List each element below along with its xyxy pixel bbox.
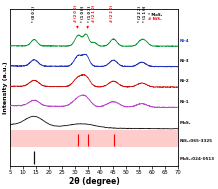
Text: # (2 1 0): # (2 1 0) xyxy=(92,4,96,22)
X-axis label: 2θ (degree): 2θ (degree) xyxy=(69,177,119,186)
Text: MoS₂:024-0513: MoS₂:024-0513 xyxy=(179,157,215,161)
Text: # NiS₂: # NiS₂ xyxy=(148,17,162,21)
Bar xyxy=(10,130,178,147)
Text: * (1 0 0): * (1 0 0) xyxy=(81,5,85,22)
Text: MoS₂: MoS₂ xyxy=(179,121,191,125)
Text: * (2 2 2): * (2 2 2) xyxy=(138,5,142,22)
Text: NiS₂:065-3325: NiS₂:065-3325 xyxy=(179,139,212,143)
Y-axis label: Intensity (a.u.): Intensity (a.u.) xyxy=(3,61,9,114)
Text: * (1 1 0): * (1 1 0) xyxy=(143,5,147,22)
Text: Ni-4: Ni-4 xyxy=(179,39,189,43)
Text: Ni-3: Ni-3 xyxy=(179,59,189,63)
Text: # (2 2 0): # (2 2 0) xyxy=(110,5,114,22)
Text: * (1 0 2): * (1 0 2) xyxy=(88,5,92,22)
Text: * (0 0 2): * (0 0 2) xyxy=(32,5,36,22)
Text: Ni-1: Ni-1 xyxy=(179,100,189,104)
Text: Ni-2: Ni-2 xyxy=(179,79,189,83)
Text: # (2 0 0): # (2 0 0) xyxy=(74,5,78,22)
Text: * MoS₂: * MoS₂ xyxy=(148,13,163,17)
